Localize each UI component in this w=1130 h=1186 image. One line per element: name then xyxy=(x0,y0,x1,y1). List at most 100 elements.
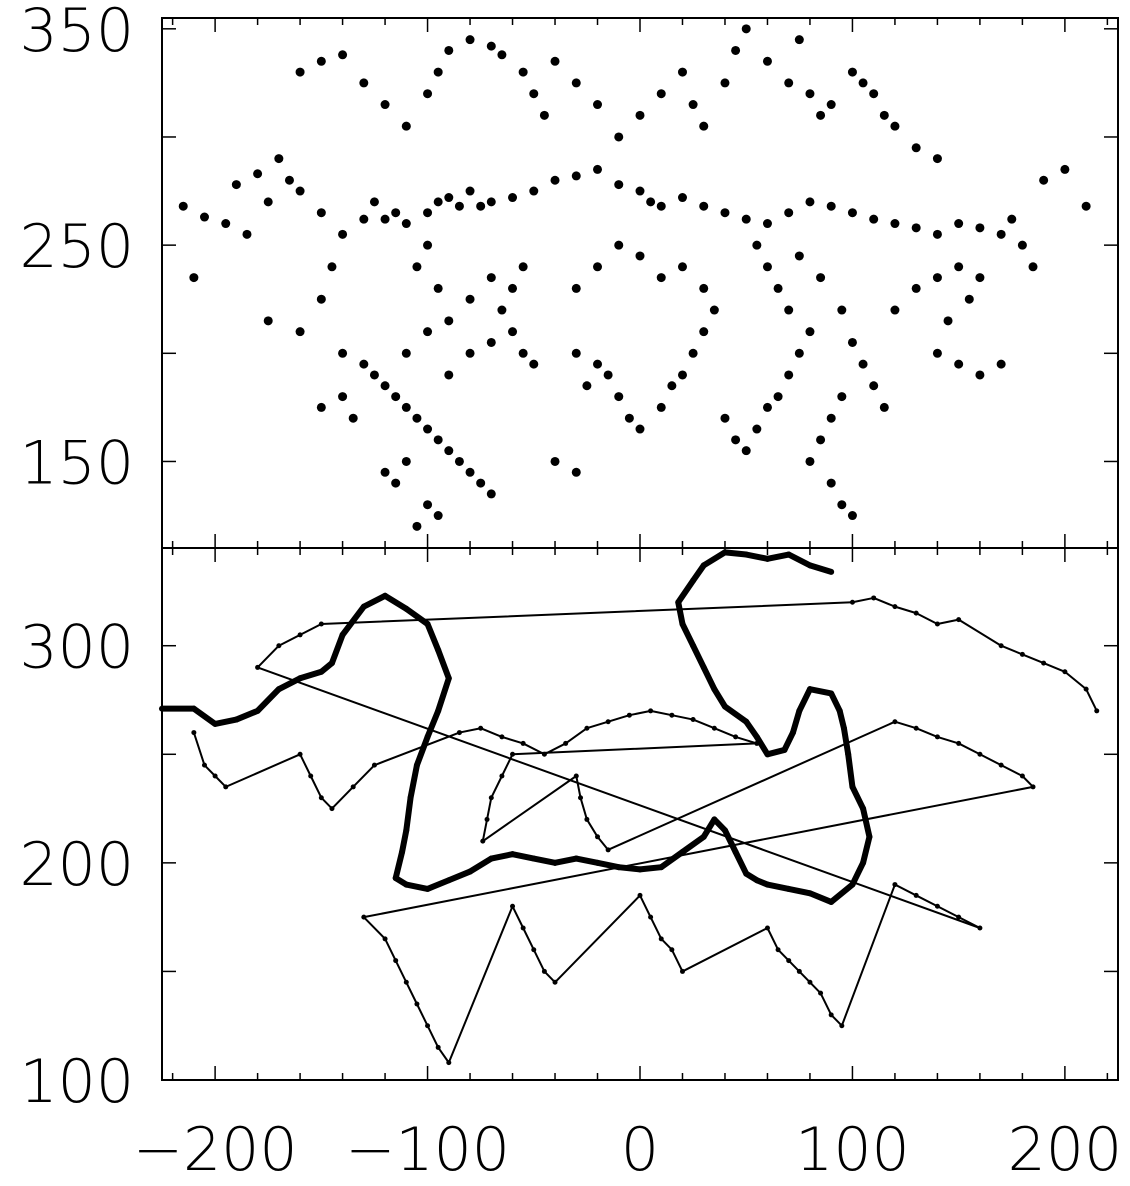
scatter-point xyxy=(518,348,528,358)
branch-segment xyxy=(579,796,588,821)
scatter-point xyxy=(709,305,719,315)
main-path-node xyxy=(329,661,334,666)
branch-node xyxy=(414,1001,420,1007)
branch-segment xyxy=(692,718,716,730)
scatter-point xyxy=(242,229,252,239)
scatter-point xyxy=(571,283,581,293)
scatter-point xyxy=(699,283,709,293)
branch-segment xyxy=(256,666,981,929)
scatter-point xyxy=(635,110,645,120)
branch-segment xyxy=(373,731,461,767)
branch-segment xyxy=(851,596,875,604)
scatter-point xyxy=(486,197,496,207)
scatter-point xyxy=(369,197,379,207)
main-path-segment xyxy=(828,881,856,905)
main-path-segment xyxy=(690,562,707,584)
scatter-point xyxy=(911,223,921,233)
branch-node xyxy=(297,751,303,757)
main-path-segment xyxy=(785,551,813,569)
scatter-point xyxy=(677,67,687,77)
scatter-point xyxy=(295,67,305,77)
branch-segment xyxy=(426,1024,440,1049)
scatter-point xyxy=(794,348,804,358)
main-path-node xyxy=(213,721,218,726)
scatter-point xyxy=(932,348,942,358)
branch-node xyxy=(892,882,898,888)
branch-node xyxy=(1094,708,1100,714)
main-path-segment xyxy=(275,675,304,693)
main-path-node xyxy=(404,828,409,833)
branch-node xyxy=(775,947,781,953)
main-path-segment xyxy=(785,885,813,897)
scatter-point xyxy=(284,175,294,185)
scatter-point xyxy=(1007,214,1017,224)
scatter-point xyxy=(794,251,804,261)
branch-segment xyxy=(681,927,769,973)
main-path-node xyxy=(722,828,727,833)
scatter-point xyxy=(975,273,985,283)
branch-segment xyxy=(808,981,822,995)
branch-node xyxy=(807,979,813,985)
scatter-point xyxy=(677,370,687,380)
branch-node xyxy=(403,979,409,985)
main-path-node xyxy=(829,691,834,696)
scatter-point xyxy=(624,413,634,423)
branch-segment xyxy=(978,753,1003,767)
branch-node xyxy=(499,773,505,779)
branch-node xyxy=(318,621,324,627)
main-path-segment xyxy=(753,733,771,758)
scatter-point xyxy=(975,223,985,233)
main-path-segment xyxy=(781,729,796,753)
scatter-point xyxy=(253,169,263,179)
scatter-point xyxy=(316,294,326,304)
main-path-node xyxy=(276,687,281,692)
scatter-point xyxy=(338,348,348,358)
top-y-tick-label: 350 xyxy=(19,0,134,66)
scatter-point xyxy=(837,305,847,315)
main-path-segment xyxy=(413,733,431,769)
scatter-point xyxy=(911,143,921,153)
branch-segment xyxy=(936,618,960,625)
scatter-point xyxy=(401,402,411,412)
branch-node xyxy=(796,968,802,974)
scatter-point xyxy=(773,392,783,402)
main-path-node xyxy=(701,834,706,839)
scatter-point xyxy=(932,273,942,283)
branch-node xyxy=(733,734,739,740)
branch-node xyxy=(626,712,632,718)
main-path-segment xyxy=(789,707,803,736)
main-path-node xyxy=(638,867,642,872)
main-path-segment xyxy=(594,859,622,871)
main-path-segment xyxy=(467,855,495,875)
branch-node xyxy=(456,730,462,736)
scatter-point xyxy=(1028,262,1038,272)
main-path-segment xyxy=(573,855,601,866)
scatter-point xyxy=(316,56,326,66)
scatter-point xyxy=(231,180,241,190)
scatter-point xyxy=(444,370,454,380)
branch-node xyxy=(308,773,314,779)
branch-segment xyxy=(840,883,896,1027)
scatter-point xyxy=(571,467,581,477)
main-path-node xyxy=(744,719,749,724)
bottom-x-tick-label: −200 xyxy=(133,1115,298,1185)
main-path-segment xyxy=(382,592,410,612)
branch-node xyxy=(318,795,324,801)
main-path-segment xyxy=(806,562,835,575)
branch-node xyxy=(531,947,537,953)
main-path-segment xyxy=(530,855,559,866)
branch-segment xyxy=(362,916,387,940)
scatter-point xyxy=(274,154,284,164)
branch-node xyxy=(934,734,940,740)
top-panel-scatter: 150 250 350 xyxy=(19,0,1119,549)
main-path-node xyxy=(680,622,685,626)
main-path-node xyxy=(722,550,727,555)
branch-node xyxy=(393,958,399,964)
branch-segment xyxy=(670,948,684,973)
branch-node xyxy=(578,795,584,801)
scatter-point xyxy=(433,283,443,293)
scatter-point xyxy=(571,78,581,88)
scatter-point xyxy=(805,89,815,99)
branch-segment xyxy=(649,916,663,940)
scatter-point xyxy=(529,186,539,196)
